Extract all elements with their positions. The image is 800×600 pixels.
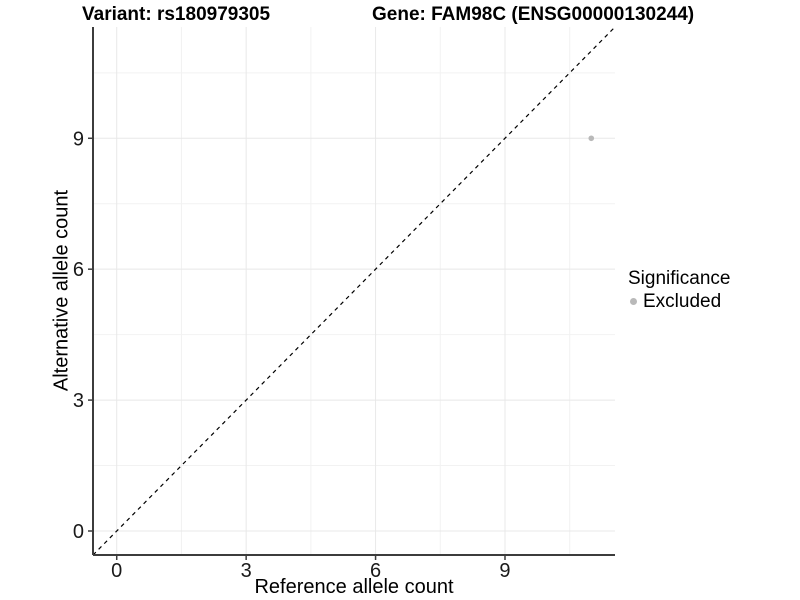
y-tick-label: 6: [73, 259, 84, 281]
y-tick-label: 9: [73, 128, 84, 150]
y-tick-label: 3: [73, 390, 84, 412]
x-tick-label: 6: [370, 560, 381, 582]
x-tick-label: 0: [111, 560, 122, 582]
data-point: [588, 135, 595, 142]
gene-title: Gene: FAM98C (ENSG00000130244): [372, 4, 695, 25]
x-tick-label: 9: [499, 560, 510, 582]
legend-item-excluded: Excluded: [628, 290, 798, 313]
legend: Significance Excluded: [628, 267, 798, 313]
y-tick-label: 0: [73, 521, 84, 543]
legend-item-label: Excluded: [643, 291, 722, 312]
x-tick-label: 3: [241, 560, 252, 582]
identity-reference-line: [92, 26, 616, 556]
variant-title: Variant: rs180979305: [82, 4, 271, 25]
legend-title: Significance: [628, 268, 731, 289]
y-axis-title: Alternative allele count: [50, 189, 73, 392]
x-axis-title: Reference allele count: [254, 576, 454, 598]
legend-key-dot-icon: [630, 298, 637, 305]
